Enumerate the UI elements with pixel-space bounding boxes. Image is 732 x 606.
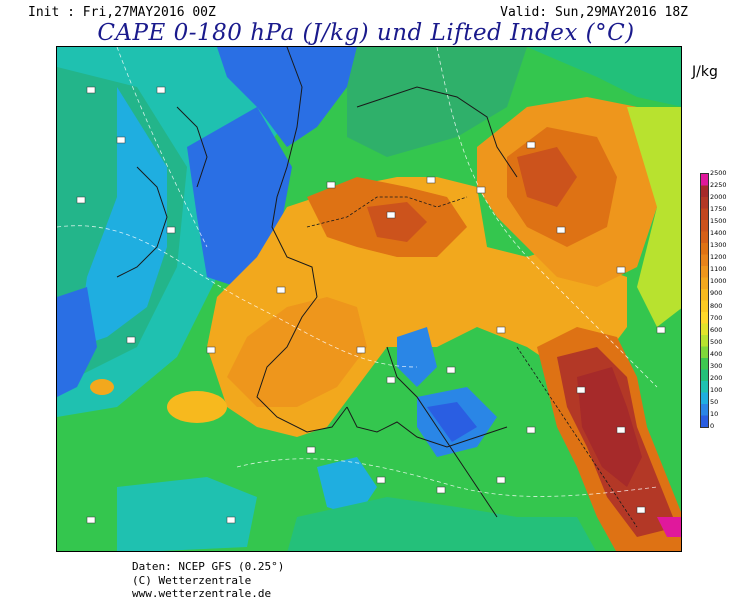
legend-swatch: [701, 197, 708, 209]
legend-swatch: [701, 289, 708, 301]
legend-swatch: [701, 174, 708, 186]
color-scale-bar: [700, 173, 709, 428]
map-title: CAPE 0-180 hPa (J/kg) und Lifted Index (…: [97, 20, 635, 46]
legend-level-label: 1200: [710, 253, 727, 262]
legend-swatch: [701, 346, 708, 359]
legend-swatch: [701, 323, 708, 336]
legend-swatch: [701, 208, 708, 221]
legend-swatch: [701, 335, 708, 347]
legend-swatch: [701, 392, 708, 405]
legend-level-label: 1750: [710, 205, 727, 214]
legend-level-label: 600: [710, 325, 723, 334]
legend-level-label: 2500: [710, 169, 727, 177]
legend-level-label: 0: [710, 422, 715, 430]
credit-copyright: (C) Wetterzentrale: [132, 573, 252, 587]
valid-time: Valid: Sun,29MAY2016 18Z: [500, 5, 688, 20]
legend-swatch: [701, 277, 708, 290]
legend-level-label: 2000: [710, 193, 727, 202]
legend-level-label: 700: [710, 313, 723, 322]
legend-level-label: 1000: [710, 277, 727, 286]
legend-swatch: [701, 415, 708, 427]
legend-swatch: [701, 381, 708, 393]
legend-level-label: 1300: [710, 241, 727, 250]
init-time: Init : Fri,27MAY2016 00Z: [28, 5, 216, 20]
legend-unit: J/kg: [692, 64, 718, 80]
legend-swatch: [701, 404, 708, 416]
cape-field: [57, 47, 681, 551]
legend-level-label: 50: [710, 397, 719, 406]
cape-map: [56, 46, 682, 552]
legend-swatch: [701, 231, 708, 244]
legend-level-label: 1500: [710, 217, 727, 226]
legend-level-label: 100: [710, 385, 723, 394]
legend-swatch: [701, 300, 708, 313]
legend-swatch: [701, 220, 708, 232]
legend-level-label: 800: [710, 301, 723, 310]
legend-swatch: [701, 266, 708, 278]
legend-level-label: 300: [710, 361, 723, 370]
legend-swatch: [701, 254, 708, 267]
legend-level-label: 200: [710, 373, 723, 382]
legend-level-label: 10: [710, 409, 719, 418]
legend-level-label: 1100: [710, 265, 727, 274]
credits: Daten: NCEP GFS (0.25°) (C) Wetterzentra…: [132, 560, 284, 601]
legend-level-label: 2250: [710, 181, 727, 190]
credit-data-source: Daten: NCEP GFS (0.25°): [132, 560, 285, 573]
legend-swatch: [701, 358, 708, 370]
legend-swatch: [701, 312, 708, 324]
legend-swatch: [701, 243, 708, 255]
legend-swatch: [701, 185, 708, 198]
credit-website: www.wetterzentrale.de: [132, 587, 272, 600]
legend-level-label: 900: [710, 289, 723, 298]
legend-level-label: 500: [710, 337, 723, 346]
legend-level-label: 400: [710, 349, 723, 358]
legend-level-label: 1400: [710, 229, 727, 238]
color-scale-swatches: [701, 174, 708, 427]
legend-swatch: [701, 369, 708, 382]
